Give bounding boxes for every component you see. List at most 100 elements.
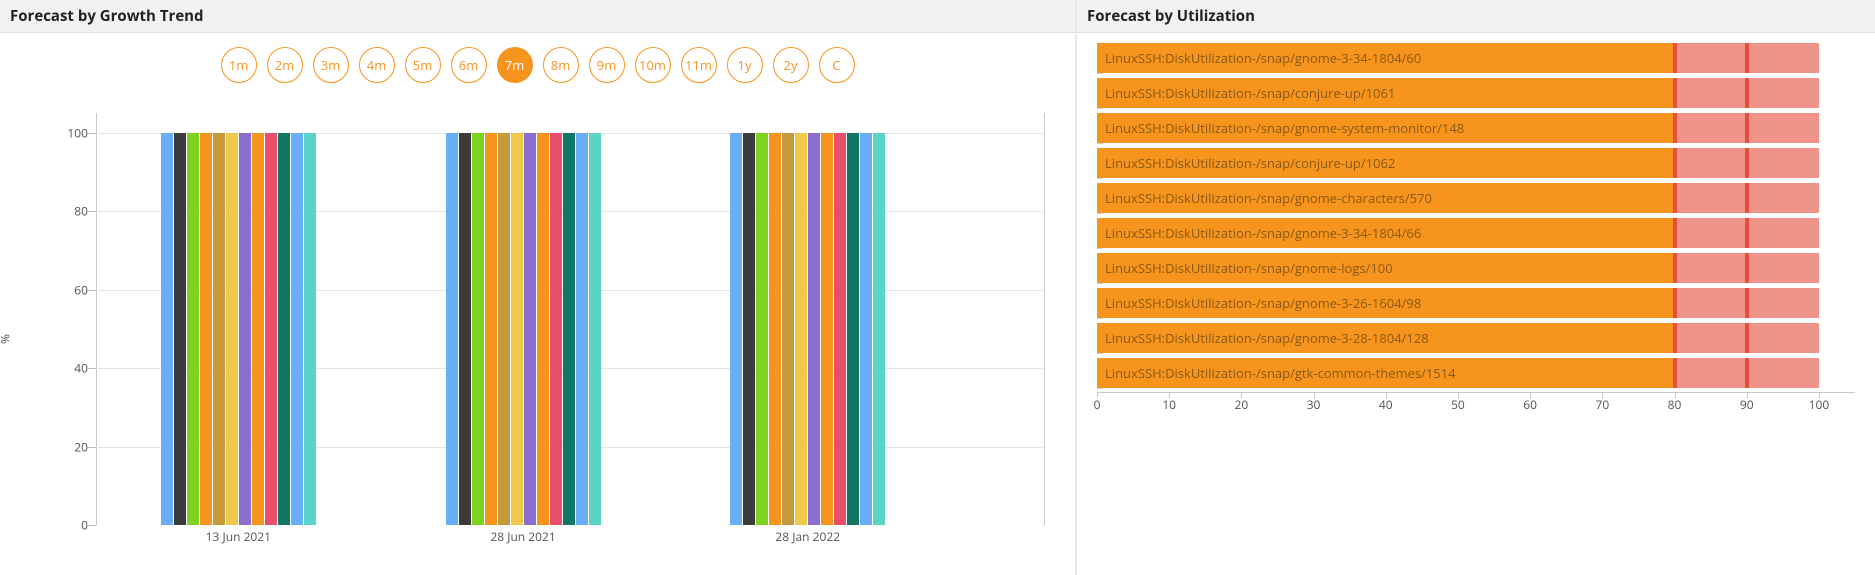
range-button-2m[interactable]: 2m	[267, 47, 303, 83]
growth-y-tick-label: 0	[58, 517, 88, 534]
growth-bar[interactable]	[524, 133, 536, 525]
growth-chart: % 02040608010013 Jun 202128 Jun 202128 J…	[50, 113, 1045, 565]
util-x-tick	[1747, 393, 1748, 398]
growth-bar[interactable]	[576, 133, 588, 525]
util-row-tick	[1097, 248, 1103, 249]
util-x-tick-label: 50	[1451, 396, 1465, 413]
growth-bar[interactable]	[213, 133, 225, 525]
range-button-5m[interactable]: 5m	[405, 47, 441, 83]
range-button-2y[interactable]: 2y	[773, 47, 809, 83]
util-x-tick-label: 60	[1523, 396, 1537, 413]
util-bar-label: LinuxSSH:DiskUtilization-/snap/gnome-log…	[1105, 259, 1393, 277]
growth-x-tick-label: 28 Jan 2022	[775, 528, 840, 545]
growth-y-tick	[88, 368, 96, 369]
growth-bar[interactable]	[756, 133, 768, 525]
growth-bar[interactable]	[873, 133, 885, 525]
growth-x-tick-label: 28 Jun 2021	[490, 528, 555, 545]
util-bar-label: LinuxSSH:DiskUtilization-/snap/gtk-commo…	[1105, 364, 1456, 382]
growth-bar[interactable]	[200, 133, 212, 525]
growth-x-tick-label: 13 Jun 2021	[206, 528, 271, 545]
growth-bar[interactable]	[834, 133, 846, 525]
util-row-tick	[1097, 318, 1103, 319]
growth-y-axis	[96, 113, 97, 525]
range-button-4m[interactable]: 4m	[359, 47, 395, 83]
growth-panel-title: Forecast by Growth Trend	[0, 0, 1075, 33]
growth-y-tick-label: 20	[58, 438, 88, 455]
util-threshold-marker	[1745, 113, 1749, 143]
util-row-tick	[1097, 108, 1103, 109]
growth-y-tick-label: 100	[58, 124, 88, 141]
growth-bar[interactable]	[847, 133, 859, 525]
growth-bar[interactable]	[278, 133, 290, 525]
range-button-7m[interactable]: 7m	[497, 47, 533, 83]
growth-bar[interactable]	[485, 133, 497, 525]
util-bar-label: LinuxSSH:DiskUtilization-/snap/gnome-3-2…	[1105, 329, 1429, 347]
util-x-tick-label: 30	[1307, 396, 1321, 413]
util-x-tick-label: 0	[1094, 396, 1101, 413]
util-threshold-marker	[1673, 113, 1677, 143]
range-button-C[interactable]: C	[819, 47, 855, 83]
util-threshold-marker	[1745, 43, 1749, 73]
util-x-tick	[1458, 393, 1459, 398]
util-threshold-marker	[1673, 43, 1677, 73]
growth-bar[interactable]	[161, 133, 173, 525]
growth-y-axis-label: %	[0, 334, 13, 344]
growth-bar[interactable]	[226, 133, 238, 525]
range-button-8m[interactable]: 8m	[543, 47, 579, 83]
growth-bar[interactable]	[550, 133, 562, 525]
growth-bar[interactable]	[563, 133, 575, 525]
growth-panel: Forecast by Growth Trend 1m 2m 3m 4m 5m 6m 7m 8…	[0, 0, 1075, 575]
growth-bar[interactable]	[821, 133, 833, 525]
range-button-10m[interactable]: 10m	[635, 47, 671, 83]
util-x-tick	[1530, 393, 1531, 398]
growth-bar[interactable]	[265, 133, 277, 525]
growth-bar-group	[730, 113, 885, 525]
growth-bar[interactable]	[795, 133, 807, 525]
growth-bar[interactable]	[498, 133, 510, 525]
util-threshold-marker	[1673, 323, 1677, 353]
growth-bar[interactable]	[511, 133, 523, 525]
growth-bar[interactable]	[589, 133, 601, 525]
range-selector: 1m 2m 3m 4m 5m 6m 7m 8m 9m 10m 11m 1y 2y C	[0, 33, 1075, 93]
util-bar-label: LinuxSSH:DiskUtilization-/snap/gnome-sys…	[1105, 119, 1464, 137]
range-button-1y[interactable]: 1y	[727, 47, 763, 83]
growth-y-tick-label: 60	[58, 281, 88, 298]
util-x-tick-label: 70	[1595, 396, 1609, 413]
utilization-plot-area: 0102030405060708090100LinuxSSH:DiskUtili…	[1097, 43, 1855, 423]
growth-bar[interactable]	[239, 133, 251, 525]
growth-y-tick-label: 80	[58, 203, 88, 220]
growth-bar[interactable]	[537, 133, 549, 525]
growth-bar[interactable]	[187, 133, 199, 525]
util-row-tick	[1097, 213, 1103, 214]
growth-bar[interactable]	[459, 133, 471, 525]
growth-y-tick-label: 40	[58, 360, 88, 377]
growth-bar-group	[446, 113, 601, 525]
util-threshold-marker	[1745, 78, 1749, 108]
util-bar-label: LinuxSSH:DiskUtilization-/snap/gnome-3-3…	[1105, 49, 1421, 67]
range-button-3m[interactable]: 3m	[313, 47, 349, 83]
growth-bar[interactable]	[446, 133, 458, 525]
util-row-tick	[1097, 388, 1103, 389]
util-x-tick	[1819, 393, 1820, 398]
growth-bar[interactable]	[174, 133, 186, 525]
range-button-1m[interactable]: 1m	[221, 47, 257, 83]
util-threshold-marker	[1673, 218, 1677, 248]
growth-bar[interactable]	[252, 133, 264, 525]
growth-bar[interactable]	[291, 133, 303, 525]
util-x-tick	[1169, 393, 1170, 398]
util-threshold-marker	[1673, 288, 1677, 318]
growth-bar[interactable]	[730, 133, 742, 525]
growth-bar[interactable]	[769, 133, 781, 525]
range-button-9m[interactable]: 9m	[589, 47, 625, 83]
range-button-11m[interactable]: 11m	[681, 47, 717, 83]
range-button-6m[interactable]: 6m	[451, 47, 487, 83]
growth-bar[interactable]	[782, 133, 794, 525]
growth-bar[interactable]	[743, 133, 755, 525]
util-threshold-marker	[1745, 183, 1749, 213]
growth-bar[interactable]	[860, 133, 872, 525]
growth-bar[interactable]	[304, 133, 316, 525]
growth-bar[interactable]	[808, 133, 820, 525]
utilization-panel-title: Forecast by Utilization	[1077, 0, 1875, 33]
growth-bar[interactable]	[472, 133, 484, 525]
util-bar-label: LinuxSSH:DiskUtilization-/snap/conjure-u…	[1105, 154, 1395, 172]
